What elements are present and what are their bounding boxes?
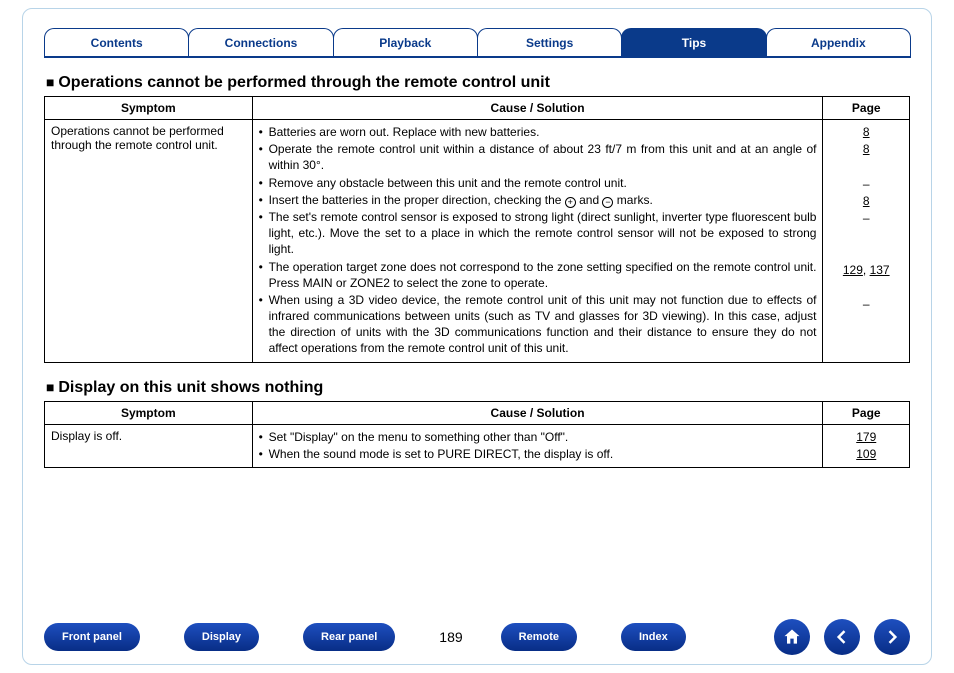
th-symptom: Symptom [45, 97, 253, 120]
bottom-nav: Front panel Display Rear panel 189 Remot… [44, 617, 910, 657]
th-page: Page [823, 97, 910, 120]
cause-item: Operate the remote control unit within a… [259, 141, 817, 173]
tab-playback[interactable]: Playback [333, 28, 478, 58]
arrow-right-icon[interactable] [874, 619, 910, 655]
cell-causes: Set "Display" on the menu to something o… [252, 424, 823, 467]
th-cause: Cause / Solution [252, 401, 823, 424]
page-dash: – [863, 297, 870, 311]
page-link[interactable]: 8 [863, 142, 870, 156]
cell-causes: Batteries are worn out. Replace with new… [252, 120, 823, 363]
page-number: 189 [439, 629, 462, 645]
cause-item: The set's remote control sensor is expos… [259, 209, 817, 258]
cause-item: When the sound mode is set to PURE DIREC… [259, 446, 817, 462]
tab-connections[interactable]: Connections [188, 28, 333, 58]
plus-icon: + [565, 197, 576, 208]
page-link[interactable]: 109 [856, 447, 876, 461]
page-link[interactable]: 129 [843, 263, 863, 277]
th-cause: Cause / Solution [252, 97, 823, 120]
cause-item: Insert the batteries in the proper direc… [259, 192, 817, 208]
cell-symptom: Operations cannot be performed through t… [45, 120, 253, 363]
section1-table: Symptom Cause / Solution Page Operations… [44, 96, 910, 363]
cell-symptom: Display is off. [45, 424, 253, 467]
tab-tips[interactable]: Tips [621, 28, 766, 58]
index-button[interactable]: Index [621, 623, 686, 651]
cell-pages: 179 109 [823, 424, 910, 467]
content-area: Operations cannot be performed through t… [44, 68, 910, 468]
section2-title: Display on this unit shows nothing [46, 379, 910, 397]
cause-item: When using a 3D video device, the remote… [259, 292, 817, 357]
home-icon[interactable] [774, 619, 810, 655]
front-panel-button[interactable]: Front panel [44, 623, 140, 651]
top-tabs: Contents Connections Playback Settings T… [44, 28, 910, 58]
page-link[interactable]: 8 [863, 125, 870, 139]
tab-settings[interactable]: Settings [477, 28, 622, 58]
table-header-row: Symptom Cause / Solution Page [45, 97, 910, 120]
page-dash: – [863, 177, 870, 191]
cause-item: Remove any obstacle between this unit an… [259, 175, 817, 191]
table-row: Operations cannot be performed through t… [45, 120, 910, 363]
cell-pages: 8 8 – 8 – 129, 137 – [823, 120, 910, 363]
tab-contents[interactable]: Contents [44, 28, 189, 58]
section1-title: Operations cannot be performed through t… [46, 74, 910, 92]
cause-item: The operation target zone does not corre… [259, 259, 817, 291]
cause-item: Batteries are worn out. Replace with new… [259, 124, 817, 140]
arrow-left-icon[interactable] [824, 619, 860, 655]
page-link[interactable]: 8 [863, 194, 870, 208]
page-link[interactable]: 179 [856, 430, 876, 444]
page-dash: – [863, 211, 870, 225]
cause-item: Set "Display" on the menu to something o… [259, 429, 817, 445]
display-button[interactable]: Display [184, 623, 259, 651]
section2-table: Symptom Cause / Solution Page Display is… [44, 401, 910, 468]
minus-icon: − [602, 197, 613, 208]
page-link[interactable]: 137 [870, 263, 890, 277]
tab-appendix[interactable]: Appendix [766, 28, 911, 58]
th-symptom: Symptom [45, 401, 253, 424]
th-page: Page [823, 401, 910, 424]
table-header-row: Symptom Cause / Solution Page [45, 401, 910, 424]
remote-button[interactable]: Remote [501, 623, 577, 651]
rear-panel-button[interactable]: Rear panel [303, 623, 395, 651]
table-row: Display is off. Set "Display" on the men… [45, 424, 910, 467]
